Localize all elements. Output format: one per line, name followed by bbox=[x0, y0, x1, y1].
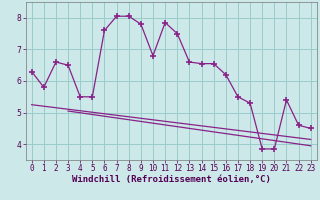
X-axis label: Windchill (Refroidissement éolien,°C): Windchill (Refroidissement éolien,°C) bbox=[72, 175, 271, 184]
